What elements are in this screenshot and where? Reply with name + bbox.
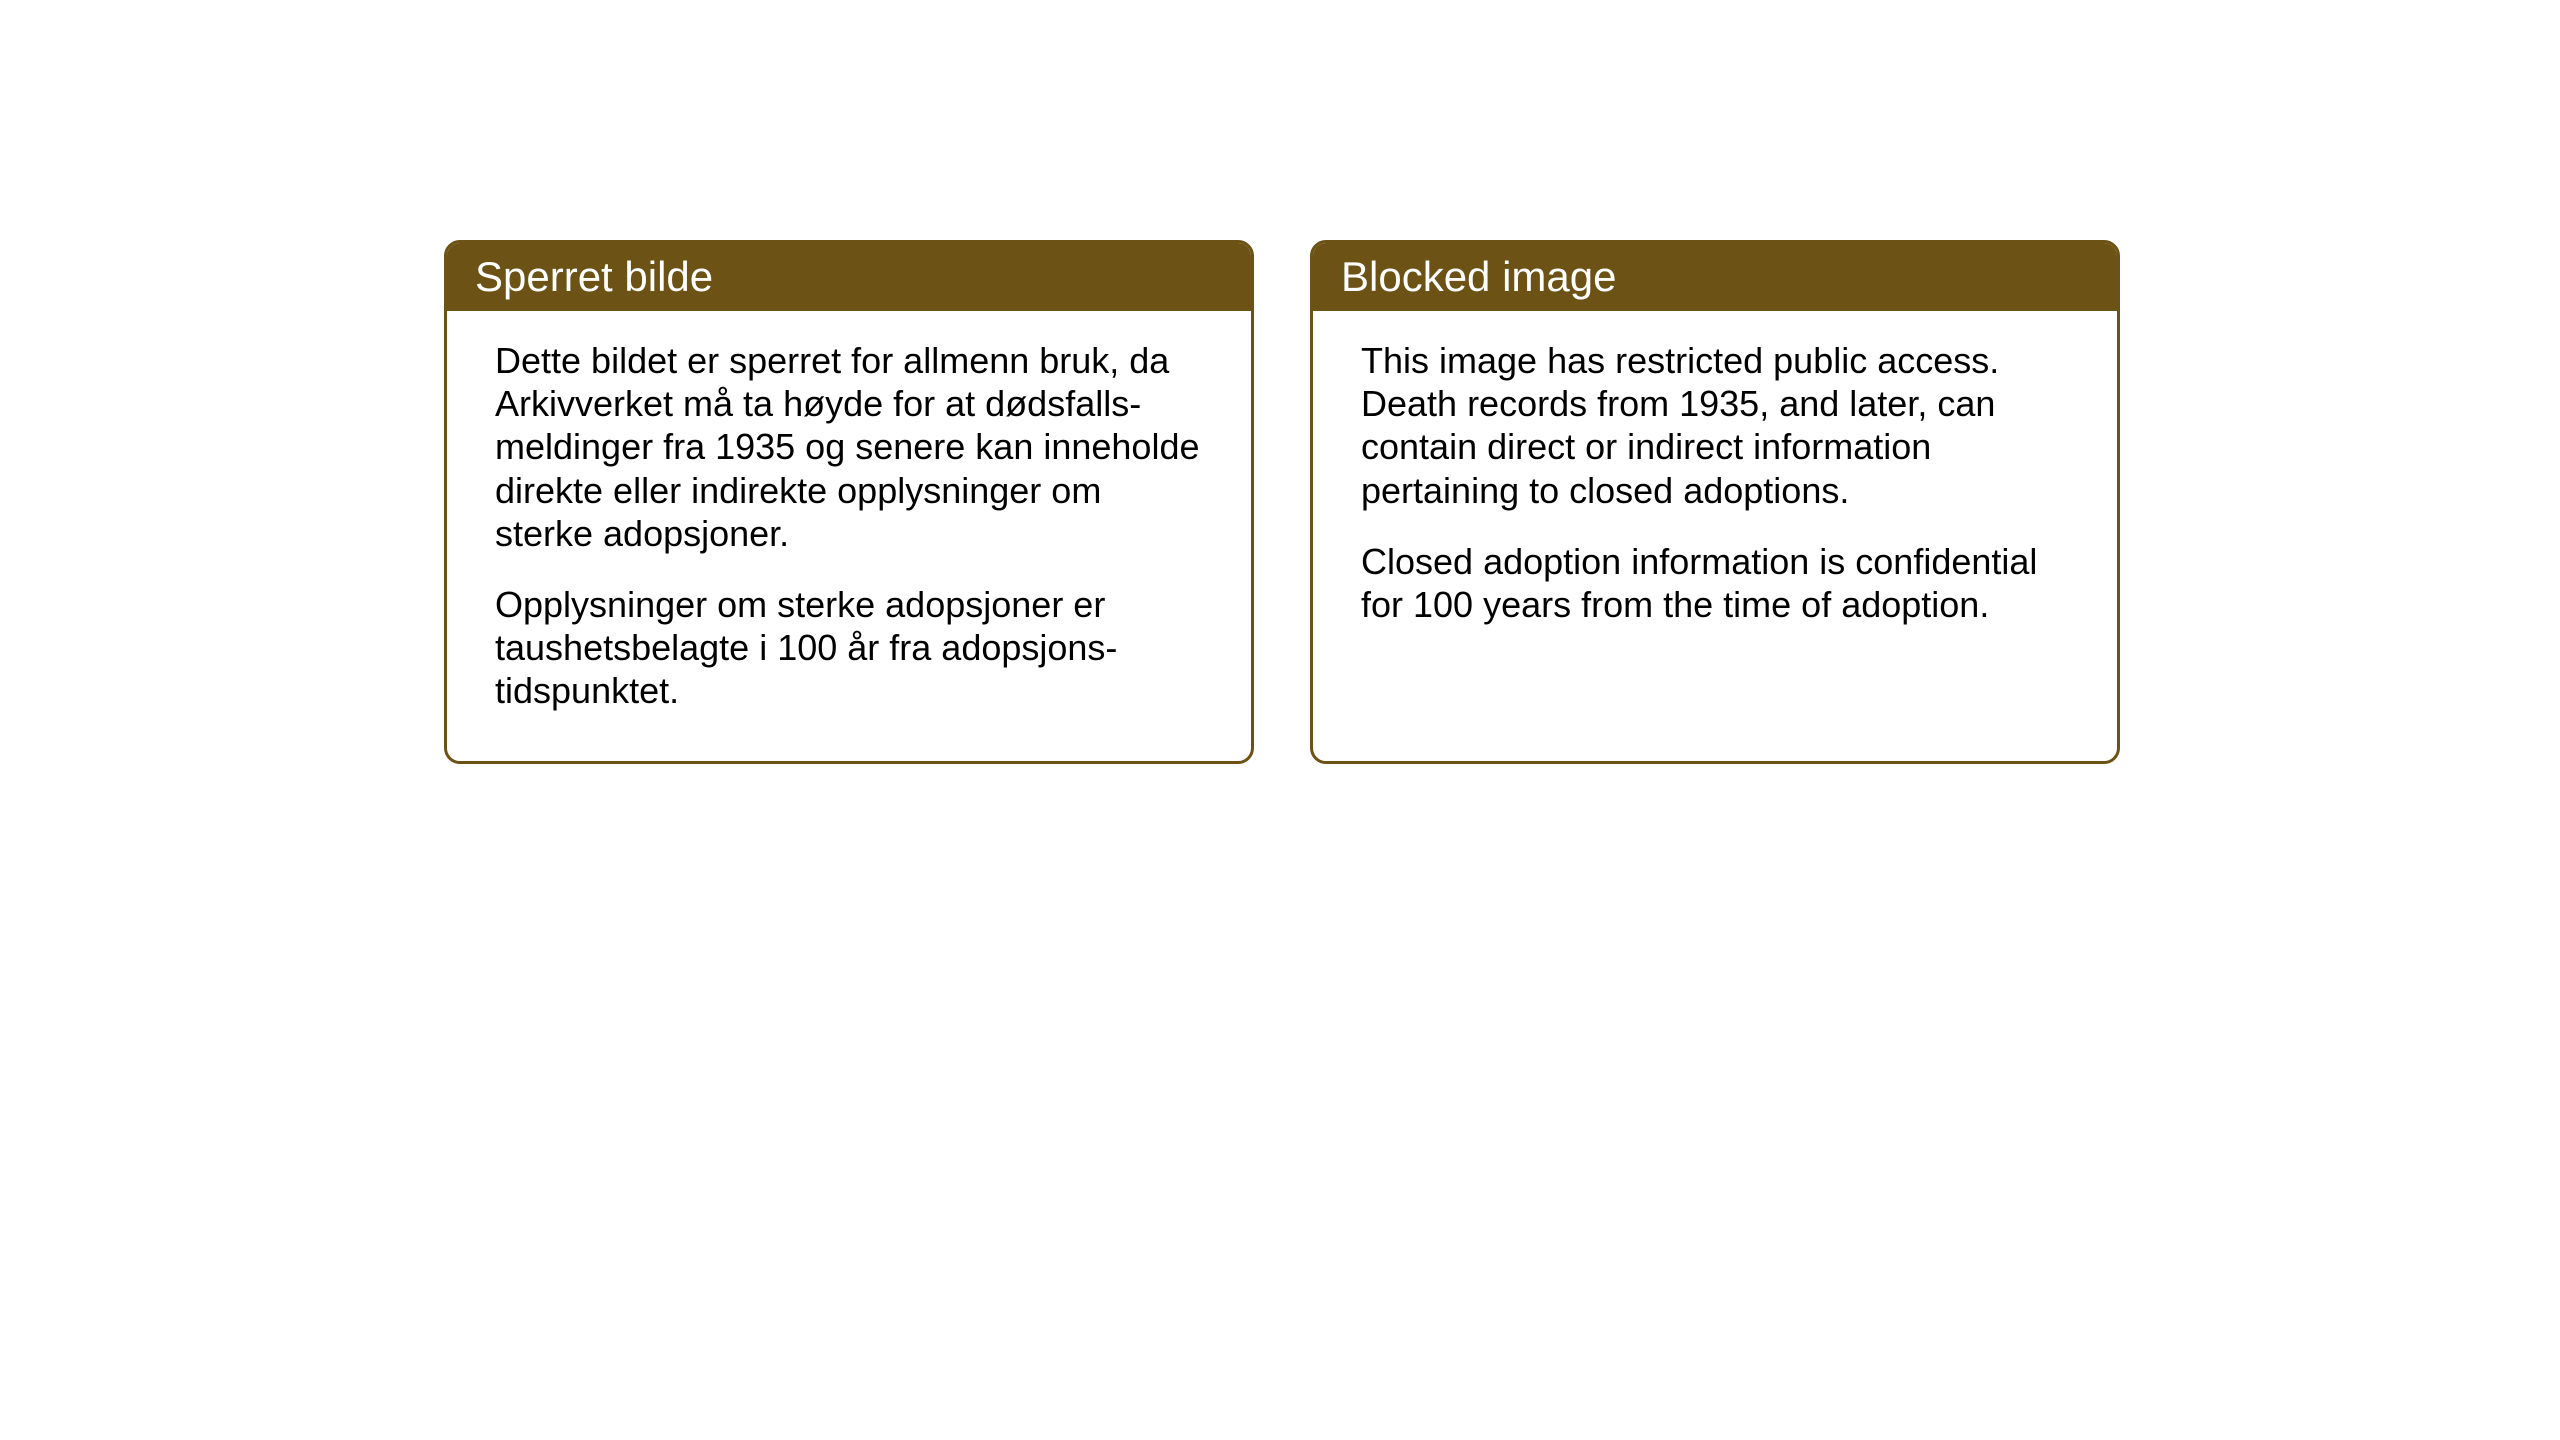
notice-paragraph: Dette bildet er sperret for allmenn bruk… <box>495 339 1203 555</box>
card-header: Sperret bilde <box>447 243 1251 311</box>
card-header: Blocked image <box>1313 243 2117 311</box>
notice-container: Sperret bilde Dette bildet er sperret fo… <box>0 240 2560 764</box>
notice-paragraph: Closed adoption information is confident… <box>1361 540 2069 626</box>
notice-paragraph: This image has restricted public access.… <box>1361 339 2069 512</box>
card-body: This image has restricted public access.… <box>1313 311 2117 761</box>
notice-card-english: Blocked image This image has restricted … <box>1310 240 2120 764</box>
card-title: Blocked image <box>1341 253 1616 300</box>
notice-paragraph: Opplysninger om sterke adopsjoner er tau… <box>495 583 1203 713</box>
notice-card-norwegian: Sperret bilde Dette bildet er sperret fo… <box>444 240 1254 764</box>
card-title: Sperret bilde <box>475 253 713 300</box>
card-body: Dette bildet er sperret for allmenn bruk… <box>447 311 1251 761</box>
